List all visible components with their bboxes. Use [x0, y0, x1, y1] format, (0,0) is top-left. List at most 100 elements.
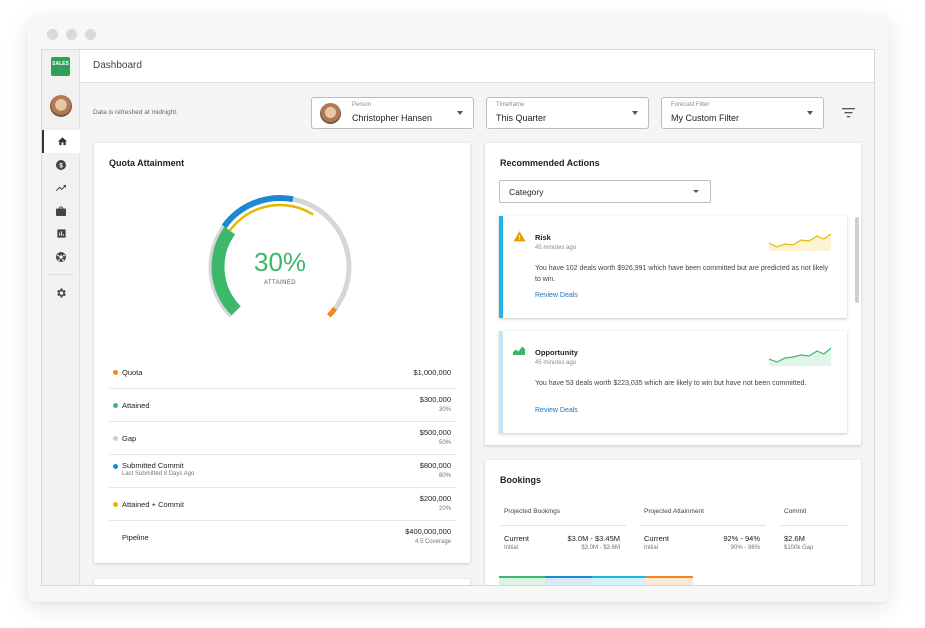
progress-segment [592, 576, 646, 585]
progress-segment [646, 576, 693, 585]
window-dot[interactable] [85, 29, 96, 40]
quota-row-value: $200,000 [419, 494, 451, 503]
page-title: Dashboard [93, 60, 142, 71]
quota-row-percent: 30% [438, 407, 451, 413]
bookings-current-value: $3.0M - $3.45M [567, 534, 620, 543]
timeframe-select[interactable]: Timeframe This Quarter [486, 97, 649, 129]
person-select-value: Christopher Hansen [352, 113, 433, 123]
window-dot[interactable] [47, 29, 58, 40]
commit-col-divider [780, 525, 848, 526]
svg-text:$: $ [59, 162, 63, 169]
bar-chart-icon [56, 229, 66, 238]
commit-col-head: Commit [784, 508, 807, 515]
action-time: 45 minutes ago [535, 245, 577, 251]
recommended-actions-card: Recommended Actions Category Risk 45 min… [485, 143, 861, 445]
left-rail: SALES $ [42, 50, 80, 585]
nav-trends[interactable] [42, 176, 80, 199]
bookings-card: Bookings Projected Bookings Current $3.0… [485, 460, 861, 585]
quota-row-percent: 4.5 Coverage [414, 539, 451, 545]
next-card [94, 579, 470, 585]
quota-row-value: $500,000 [419, 428, 451, 437]
home-icon [57, 137, 67, 146]
action-card-risk: Risk 45 minutes ago You have 102 deals w… [499, 216, 847, 318]
trend-icon [56, 184, 66, 191]
nav-rail: $ [42, 130, 80, 304]
quota-attainment-card: Quota Attainment 30% ATTAINED Quota $1,00… [94, 143, 470, 563]
filter-icon[interactable] [842, 108, 855, 118]
progress-segment [499, 576, 545, 585]
logo-text: SALES [52, 61, 69, 67]
nav-settings[interactable] [42, 281, 80, 304]
chevron-down-icon [632, 111, 638, 115]
briefcase-icon [56, 206, 66, 216]
browser-window: SALES $ [27, 16, 889, 602]
user-avatar[interactable] [50, 95, 72, 117]
window-dot[interactable] [66, 29, 77, 40]
nav-teams[interactable] [42, 245, 80, 268]
quota-row-name: Gap [122, 434, 137, 443]
forecast-filter-value: My Custom Filter [671, 113, 740, 123]
quota-row-name: Pipeline [122, 533, 149, 542]
quota-row-value: $400,000,000 [405, 527, 451, 536]
quota-row-name: Attained + Commit [122, 500, 184, 509]
nav-deals[interactable] [42, 199, 80, 222]
quota-row: Quota $1,000,000 [109, 356, 456, 389]
review-deals-link[interactable]: Review Deals [535, 407, 578, 414]
bookings-initial-value: $3.0M - $3.6M [581, 545, 620, 551]
quota-row-name: Quota [122, 368, 143, 377]
person-select[interactable]: Person Christopher Hansen [311, 97, 474, 129]
attainment-current-value: 92% - 94% [723, 534, 760, 543]
gauge-percent: 30% [254, 247, 307, 277]
attainment-initial-label: Initial [644, 545, 659, 551]
person-avatar [320, 103, 341, 124]
category-select[interactable]: Category [499, 180, 711, 203]
quota-gauge [208, 195, 352, 318]
action-accent-bar [499, 331, 503, 433]
trend-up-icon [513, 346, 525, 355]
attainment-initial-value: 90% - 96% [730, 545, 760, 551]
quota-row: Submitted Commit Last Submitted 8 Days Ag… [109, 455, 456, 488]
quota-row: Gap $500,000 50% [109, 422, 456, 455]
gauge-percent-label: ATTAINED [264, 280, 296, 286]
nav-reports[interactable] [42, 222, 80, 245]
gauge-quota-marker [326, 306, 338, 318]
legend-dot [113, 436, 118, 441]
forecast-filter-label: Forecast Filter [671, 102, 710, 108]
quota-row-percent: 20% [438, 506, 451, 512]
chevron-down-icon [693, 190, 699, 193]
action-accent-bar [499, 216, 503, 318]
attainment-col-divider [640, 525, 766, 526]
action-card-opportunity: Opportunity 45 minutes ago You have 53 d… [499, 331, 847, 433]
app-logo[interactable]: SALES [51, 57, 70, 76]
action-title: Opportunity [535, 348, 578, 357]
top-bar: Dashboard [80, 50, 874, 83]
attainment-col-head: Projected Attainment [644, 508, 704, 515]
nav-home[interactable] [42, 130, 80, 153]
window-controls [47, 29, 96, 40]
quota-row: Attained + Commit $200,000 20% [109, 488, 456, 521]
gauge-commit-arc [221, 195, 294, 229]
action-title: Risk [535, 233, 551, 242]
quota-row-percent: 50% [438, 440, 451, 446]
app-frame: SALES $ [41, 49, 875, 586]
legend-dot [113, 464, 118, 469]
soccer-ball-icon [56, 251, 66, 262]
commit-value: $2.6M [784, 534, 805, 543]
gear-icon [57, 288, 66, 297]
bookings-col-head: Projected Bookings [504, 508, 561, 515]
nav-divider [48, 274, 74, 275]
quota-row-percent: 80% [438, 473, 451, 479]
review-deals-link[interactable]: Review Deals [535, 292, 578, 299]
forecast-filter-select[interactable]: Forecast Filter My Custom Filter [661, 97, 824, 129]
quota-row: Pipeline $400,000,000 4.5 Coverage [109, 521, 456, 554]
quota-row-value: $800,000 [419, 461, 451, 470]
chevron-down-icon [457, 111, 463, 115]
risk-sparkline [769, 233, 831, 251]
quota-row-value: $1,000,000 [413, 368, 451, 377]
legend-dot [113, 370, 118, 375]
warning-icon [513, 231, 526, 242]
actions-scrollbar[interactable] [855, 217, 859, 303]
bookings-current-label: Current [504, 534, 530, 543]
nav-revenue[interactable]: $ [42, 153, 80, 176]
quota-row: Attained $300,000 30% [109, 389, 456, 422]
